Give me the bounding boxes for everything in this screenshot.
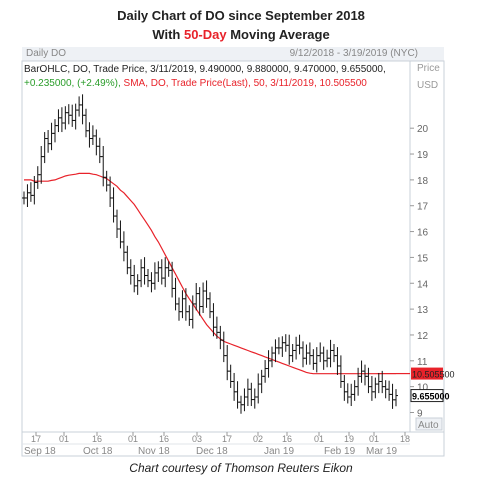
x-tick-label: 01 (128, 434, 138, 444)
x-tick-label: 17 (222, 434, 232, 444)
x-month-label: Jan 19 (264, 446, 294, 457)
ohlc-legend: BarOHLC, DO, Trade Price, 3/11/2019, 9.4… (24, 64, 386, 75)
x-month-label: Oct 18 (83, 446, 113, 457)
y-tick-label: 19 (417, 150, 429, 161)
x-tick-label: 16 (159, 434, 169, 444)
y-tick-label: 16 (417, 228, 429, 239)
chart-caption: Chart courtesy of Thomson Reuters Eikon (129, 461, 353, 475)
x-tick-label: 01 (314, 434, 324, 444)
y-tick-label: 10 (417, 383, 429, 394)
sma-50-line (24, 172, 396, 375)
sma-value-label: 10.505500 (412, 370, 455, 380)
x-tick-label: 16 (92, 434, 102, 444)
chart-header-bar: Daily DO 9/12/2018 - 3/19/2019 (NYC) (22, 47, 444, 61)
chart-title-line-2: With 50-Day Moving Average (0, 27, 482, 42)
sma-value-tag (411, 367, 443, 380)
y-tick-label: 18 (417, 176, 429, 187)
y-tick-label: 12 (417, 331, 429, 342)
auto-scale-box (415, 417, 443, 431)
sma-legend-text: SMA, DO, Trade Price(Last), 50, 3/11/201… (123, 78, 367, 89)
title-line-2-highlight: 50-Day (183, 27, 227, 42)
x-tick-label: 02 (253, 434, 263, 444)
x-tick-label: 17 (31, 434, 41, 444)
change-sma-legend: +0.235000, (+2.49%), SMA, DO, Trade Pric… (24, 78, 367, 89)
x-month-label: Sep 18 (24, 446, 56, 457)
price-value-tag (410, 389, 444, 403)
y-tick-label: 13 (417, 305, 429, 316)
price-value-label: 9.655000 (412, 392, 450, 402)
chart-title-line-1: Daily Chart of DO since September 2018 (117, 8, 365, 23)
x-month-label: Dec 18 (196, 446, 228, 457)
y-tick-label: 20 (417, 124, 429, 135)
x-tick-label: 18 (400, 434, 410, 444)
chart-border (21, 60, 445, 457)
x-tick-label: 03 (192, 434, 202, 444)
title-line-2-suffix: Moving Average (226, 27, 330, 42)
x-tick-label: 16 (282, 434, 292, 444)
y-axis-price-label: Price (417, 63, 440, 74)
x-tick-label: 01 (369, 434, 379, 444)
y-tick-label: 15 (417, 253, 429, 264)
ohlc-legend-text: BarOHLC, DO, Trade Price, 3/11/2019, 9.4… (24, 64, 386, 75)
chart-header-instrument: Daily DO (26, 48, 67, 59)
y-tick-label: 17 (417, 202, 429, 213)
y-tick-label: 9 (417, 408, 423, 419)
auto-scale-label: Auto (418, 420, 439, 431)
y-axis-usd-label: USD (417, 80, 438, 91)
x-month-label: Nov 18 (138, 446, 170, 457)
chart-header-date-range: 9/12/2018 - 3/19/2019 (NYC) (289, 48, 418, 59)
x-month-label: Feb 19 (324, 446, 356, 457)
x-month-label: Mar 19 (366, 446, 398, 457)
title-line-2-prefix: With (152, 27, 184, 42)
x-tick-label: 01 (59, 434, 69, 444)
y-tick-label: 14 (417, 279, 429, 290)
x-tick-label: 19 (344, 434, 354, 444)
price-change-text: +0.235000, (+2.49%), (24, 78, 121, 89)
y-tick-label: 11 (417, 357, 428, 368)
